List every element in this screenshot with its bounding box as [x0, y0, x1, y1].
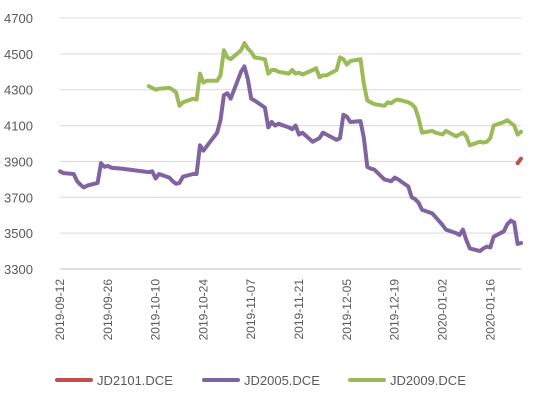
x-tick-label: 2020-01-02	[435, 279, 449, 341]
y-tick-label: 4300	[4, 83, 33, 98]
x-tick-label: 2019-10-10	[149, 279, 163, 341]
y-tick-label: 4100	[4, 119, 33, 134]
y-tick-label: 4700	[4, 11, 33, 26]
x-tick-label: 2019-09-26	[101, 279, 115, 341]
x-tick-label: 2019-12-05	[340, 279, 354, 341]
legend-label: JD2009.DCE	[390, 373, 466, 388]
y-axis-ticks: 3300 3500 3700 3900 4100 4300 4500 4700	[4, 11, 33, 277]
y-tick-label: 3700	[4, 190, 33, 205]
y-tick-label: 4500	[4, 47, 33, 62]
x-tick-label: 2019-09-12	[53, 279, 67, 341]
x-tick-label: 2019-12-19	[388, 279, 402, 341]
series-lines	[58, 41, 523, 254]
series-line-jd2005-dce	[58, 64, 523, 254]
x-tick-label: 2019-10-24	[196, 279, 210, 341]
legend-label: JD2101.DCE	[97, 373, 173, 388]
y-tick-label: 3300	[4, 262, 33, 277]
y-tick-label: 3900	[4, 154, 33, 169]
series-line-jd2101-dce	[515, 156, 523, 166]
x-tick-label: 2020-01-16	[483, 279, 497, 341]
legend-label: JD2005.DCE	[244, 373, 320, 388]
x-axis-ticks: 2019-09-12 2019-09-26 2019-10-10 2019-10-24…	[53, 279, 497, 341]
legend: JD2101.DCE JD2005.DCE JD2009.DCE	[55, 373, 466, 388]
x-tick-label: 2019-11-07	[244, 279, 258, 340]
y-tick-label: 3500	[4, 226, 33, 241]
gridlines	[60, 17, 521, 270]
series-line-jd2009-dce	[146, 41, 523, 148]
x-tick-label: 2019-11-21	[292, 279, 306, 340]
